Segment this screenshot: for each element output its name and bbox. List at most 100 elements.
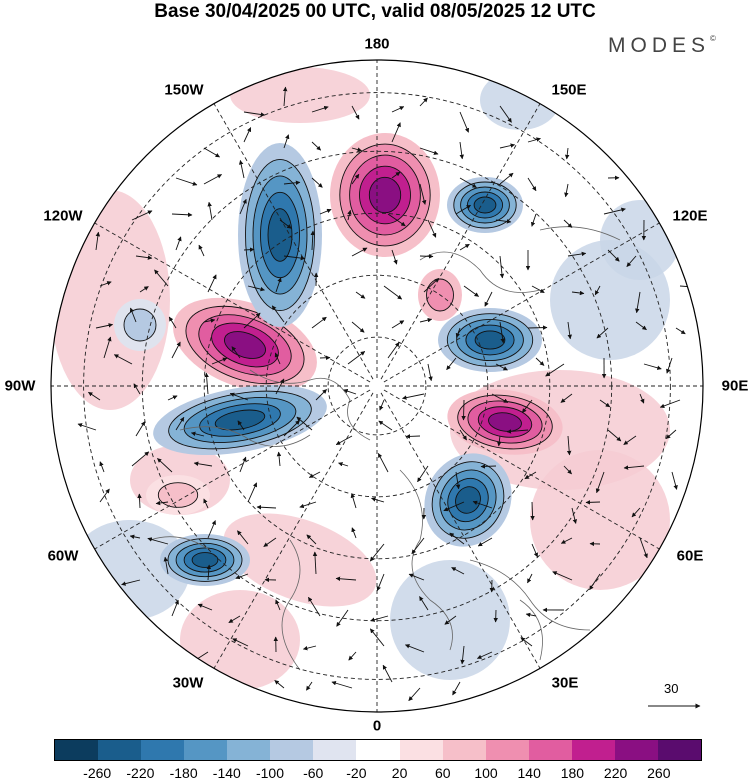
wind-vector: [207, 274, 217, 293]
wind-vector: [95, 323, 114, 329]
wind-vector: [113, 354, 133, 365]
wind-vector: [455, 204, 471, 215]
wind-vector: [168, 316, 177, 329]
wind-vector: [530, 213, 537, 227]
wind-vector: [535, 357, 545, 366]
wind-vector: [351, 527, 357, 539]
wind-vector: [77, 423, 97, 431]
wind-vector: [235, 573, 249, 580]
anomaly-cell: [114, 299, 166, 351]
wind-vector: [348, 651, 357, 661]
weak-anomaly: [223, 513, 377, 607]
wind-vector: [391, 320, 405, 329]
weak-anomaly: [480, 70, 560, 130]
colorbar-label: 220: [603, 765, 628, 781]
wind-vector: [484, 291, 493, 307]
wind-vector: [405, 434, 421, 439]
wind-vector: [455, 471, 461, 490]
coastline: [149, 536, 211, 551]
anomaly-cell: [153, 384, 327, 456]
coastlines: [149, 226, 621, 671]
wind-vector: [154, 269, 169, 287]
wind-vector: [306, 681, 313, 691]
lon-label-150w: 150W: [164, 81, 204, 99]
wind-vector: [193, 461, 213, 467]
wind-vector: [311, 141, 322, 151]
wind-vector: [560, 537, 573, 544]
anomaly-cell: [447, 177, 523, 233]
wind-vector: [391, 249, 398, 265]
wind-vector: [379, 399, 385, 411]
wind-vector: [659, 399, 681, 409]
graticule: [51, 60, 703, 712]
coastline: [539, 226, 621, 241]
wind-vector: [311, 105, 329, 113]
coastline: [519, 599, 543, 661]
coastline: [249, 369, 371, 441]
wind-vector: [472, 500, 493, 509]
wind-vector: [419, 183, 427, 205]
wind-vector: [520, 637, 533, 647]
colorbar-label: -140: [212, 765, 241, 781]
wind-vector: [382, 664, 393, 683]
wind-vector: [275, 277, 282, 293]
colorbar-swatch: [184, 740, 228, 760]
colorbar-label: -220: [126, 765, 155, 781]
wind-vector: [495, 363, 508, 371]
wind-vector: [302, 645, 317, 651]
wind-vector: [521, 399, 533, 414]
wind-vector: [376, 573, 385, 592]
coastline: [281, 539, 301, 671]
wind-vector: [639, 393, 645, 404]
colorbar-swatch: [227, 740, 271, 760]
wind-vector: [563, 219, 573, 228]
colorbar-swatch: [442, 740, 486, 760]
wind-vector: [408, 573, 425, 581]
colorbar-swatch: [614, 740, 658, 760]
colorbar-label: -60: [303, 765, 324, 781]
colorbar-swatch: [657, 740, 701, 760]
wind-vector: [229, 392, 249, 401]
wind-vector: [131, 451, 150, 467]
wind-vector: [449, 532, 465, 545]
wind-vector: [129, 307, 137, 323]
wind-vector: [603, 207, 626, 215]
reference-vector-label: 30: [664, 681, 679, 696]
wind-vector: [163, 556, 169, 575]
anomaly-cell: [238, 143, 322, 327]
wind-vector: [338, 462, 349, 467]
colorbar-label: 260: [647, 765, 671, 781]
wind-vector: [351, 105, 360, 120]
wind-vector: [552, 571, 573, 581]
wind-vector: [299, 501, 317, 509]
wind-vector: [310, 230, 316, 251]
wind-vector: [564, 147, 570, 160]
wind-vector: [206, 564, 212, 581]
wind-vector: [477, 537, 493, 547]
wind-vector: [335, 435, 353, 445]
wind-vector: [171, 212, 193, 218]
wind-vector: [419, 596, 429, 611]
colorbar-label: 60: [435, 765, 451, 781]
wind-vector: [585, 500, 601, 505]
wind-vector: [499, 143, 516, 149]
wind-vector: [496, 435, 502, 447]
wind-vector: [237, 420, 245, 431]
wind-vector: [623, 465, 645, 470]
wind-vector: [319, 208, 332, 215]
wind-vector: [190, 431, 205, 437]
wind-vector: [147, 537, 169, 545]
wind-vector: [564, 183, 569, 198]
wind-vector: [157, 458, 173, 473]
wind-vector: [121, 579, 141, 586]
colorbar-swatch: [528, 740, 572, 760]
anomaly-cells: [114, 133, 563, 586]
wind-vector: [239, 198, 247, 215]
wind-vector: [455, 327, 461, 338]
wind-vector: [607, 429, 622, 442]
colorbar-label: -20: [346, 765, 367, 781]
wind-vector: [460, 645, 465, 665]
wind-vector: [506, 429, 529, 434]
wind-vector: [351, 147, 363, 152]
wind-vector: [595, 471, 605, 494]
